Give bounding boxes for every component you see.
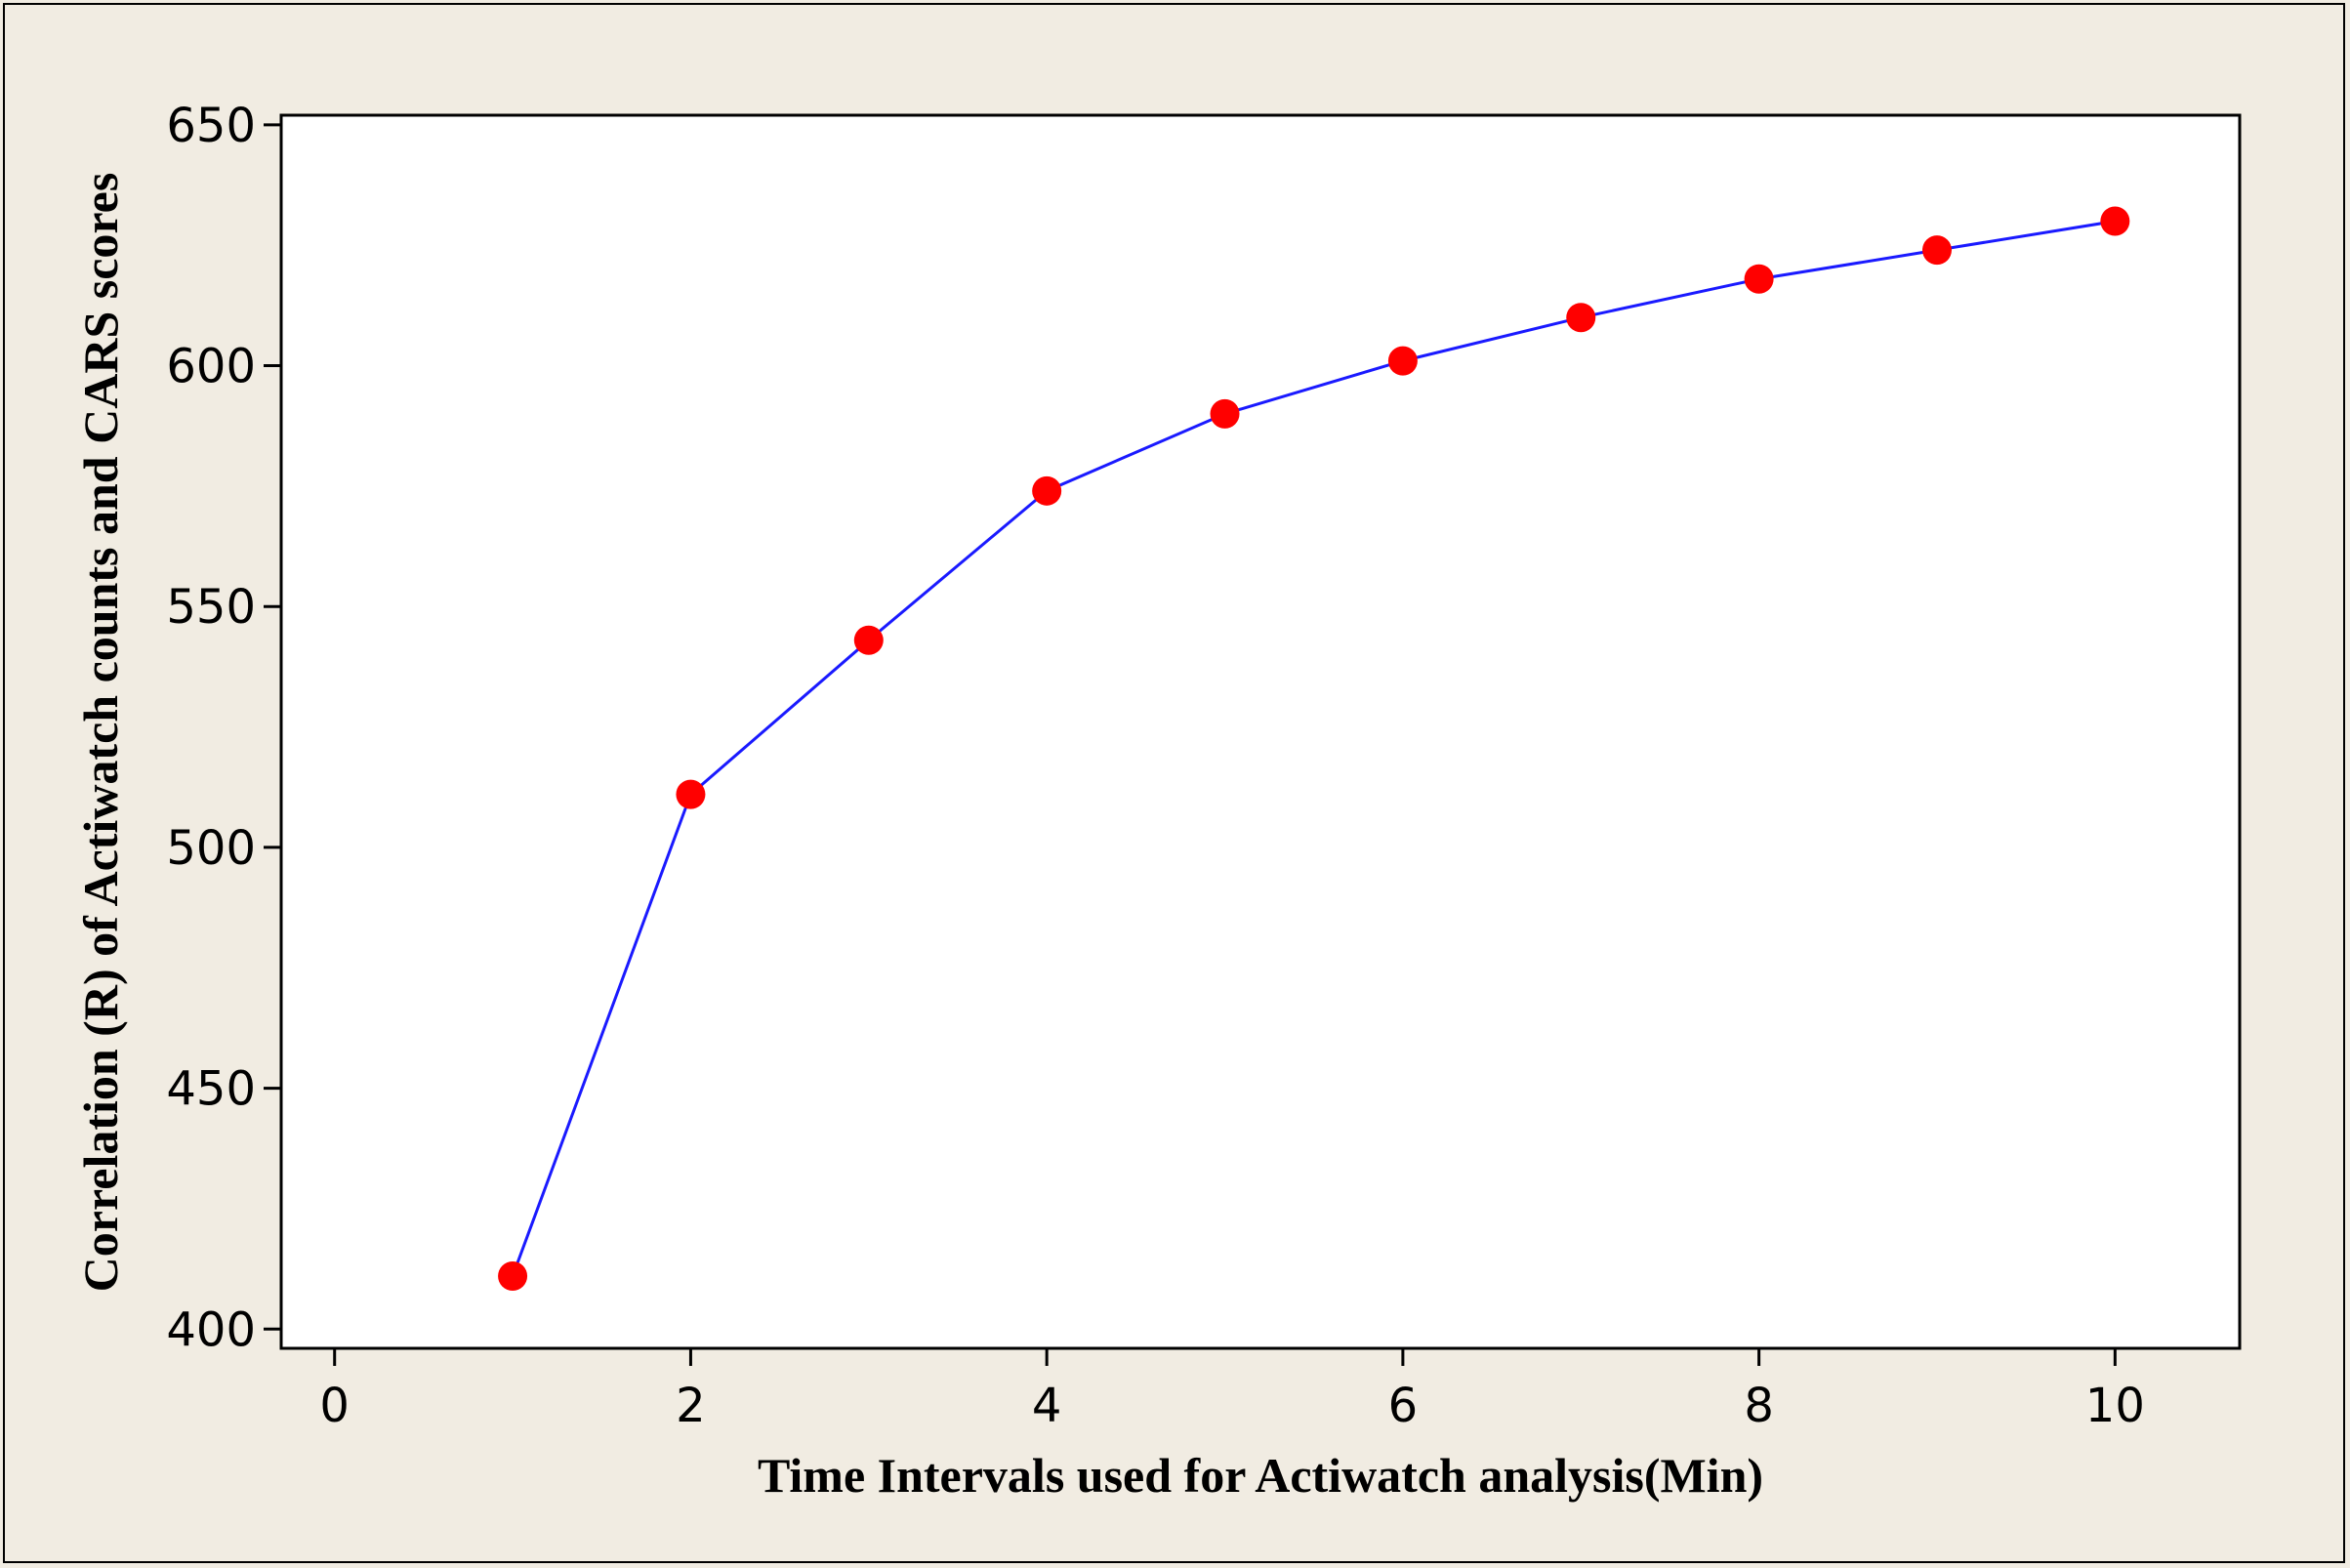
data-point	[676, 779, 706, 809]
data-point	[2100, 206, 2130, 236]
data-point	[498, 1260, 528, 1291]
x-tick-label: 8	[1744, 1379, 1774, 1433]
y-tick-label: 400	[166, 1302, 256, 1357]
y-tick-label: 450	[166, 1062, 256, 1117]
x-tick-label: 6	[1388, 1379, 1419, 1433]
y-axis-title: Correlation (R) of Actiwatch counts and …	[73, 173, 128, 1293]
y-tick-label: 650	[166, 99, 256, 153]
x-axis: 0 2 4 6 8 10	[319, 1348, 2145, 1433]
y-tick-label: 550	[166, 580, 256, 635]
x-tick-label: 4	[1032, 1379, 1062, 1433]
data-point	[1210, 398, 1240, 429]
data-point	[1387, 346, 1418, 376]
x-tick-label: 0	[319, 1379, 350, 1433]
y-axis: 400 450 500 550 600 650	[166, 99, 281, 1357]
data-point	[1921, 235, 1952, 266]
y-tick-label: 500	[166, 821, 256, 876]
y-tick-label: 600	[166, 340, 256, 394]
plot-area	[279, 113, 2242, 1350]
data-point	[1744, 264, 1774, 294]
data-point	[853, 625, 884, 655]
x-tick-label: 10	[2085, 1379, 2145, 1433]
series-layer	[498, 206, 2130, 1291]
x-axis-title: Time Intervals used for Actiwatch analys…	[758, 1448, 1763, 1503]
x-tick-label: 2	[676, 1379, 706, 1433]
series-line	[511, 220, 2116, 1277]
data-point	[1566, 303, 1596, 333]
data-point	[1032, 475, 1062, 506]
